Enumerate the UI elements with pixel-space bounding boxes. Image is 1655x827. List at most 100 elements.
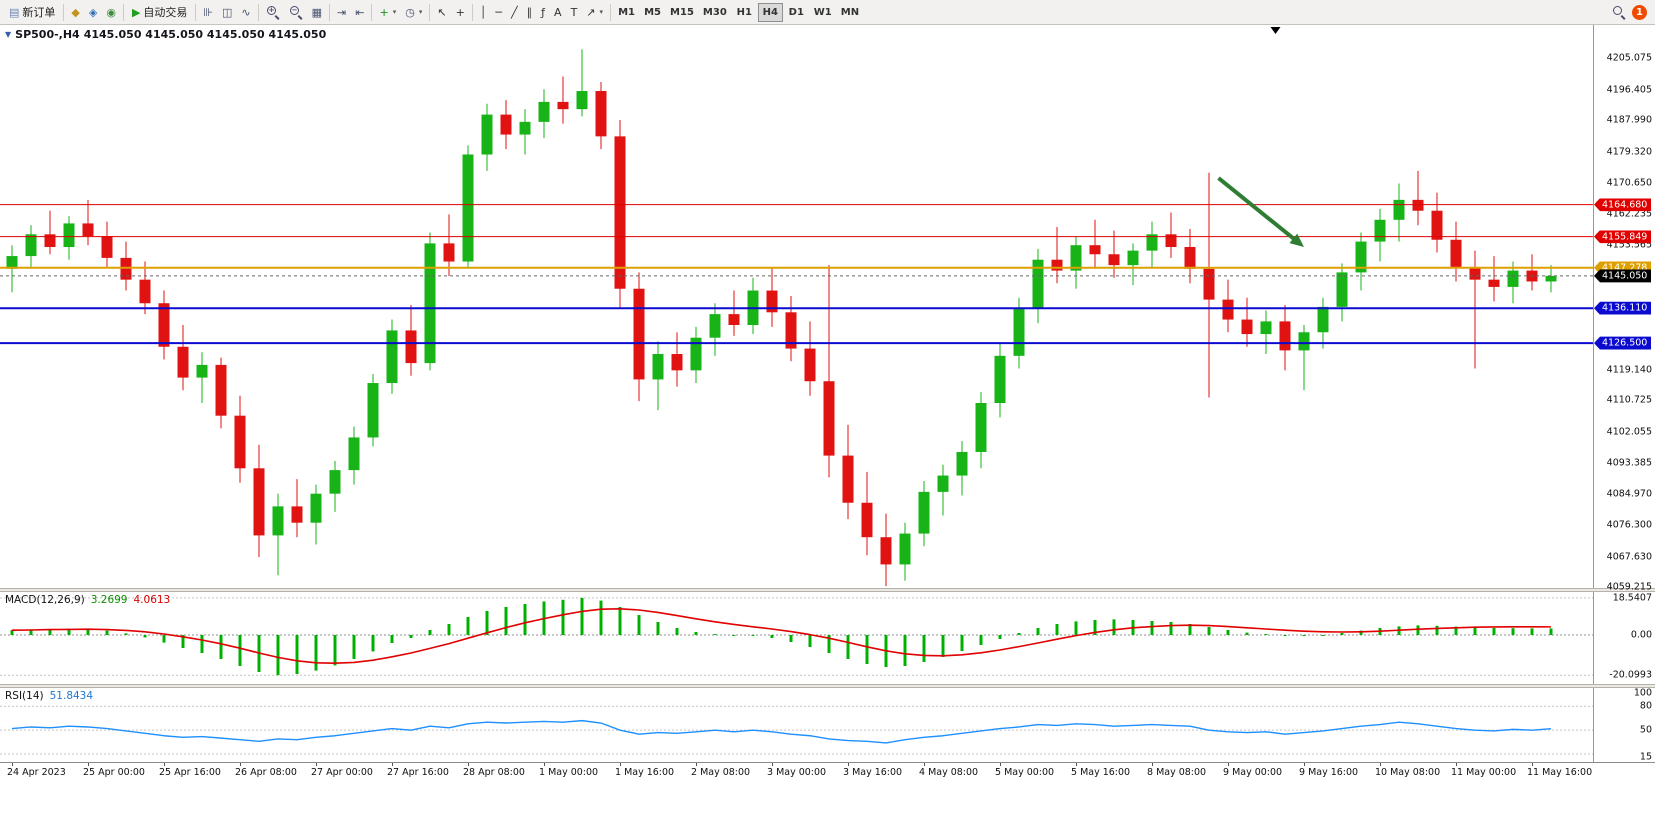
time-label: 27 Apr 00:00: [311, 767, 373, 778]
main-toolbar: ▤ 新订单 ◆ ◈ ◉ ▶ 自动交易 ⊪ ◫ ∿ + − ▦ ⇥ ⇤ + ▾ ◷ ▾ ↖ + │ ─ ╱ ∥…: [0, 0, 1655, 25]
vertical-line-icon: │: [479, 5, 487, 19]
rsi-axis-tick: 100: [1633, 687, 1652, 699]
time-axis[interactable]: 24 Apr 2023 25 Apr 00:00 25 Apr 16:00 26 Ap…: [0, 762, 1655, 780]
timeframe-m1[interactable]: M1: [614, 3, 639, 22]
timeframe-w1[interactable]: W1: [810, 3, 836, 22]
timeframe-m30[interactable]: M30: [699, 3, 731, 22]
equidistant-channel-button[interactable]: ∥: [523, 2, 537, 23]
rsi-plot: [0, 705, 1593, 755]
timeframe-d1[interactable]: D1: [784, 3, 809, 22]
search-button[interactable]: [1608, 2, 1630, 23]
time-tick: [164, 763, 165, 766]
trend-arrow-annotation[interactable]: [1217, 176, 1305, 248]
line-chart-button[interactable]: ∿: [237, 2, 254, 23]
timeframe-m5[interactable]: M5: [640, 3, 665, 22]
level-price-label: 4126.500: [1594, 336, 1652, 350]
period-selector-button[interactable]: ◷ ▾: [401, 2, 426, 23]
price-tick: 4102.055: [1606, 426, 1652, 438]
timeframe-h1[interactable]: H1: [732, 3, 757, 22]
chart-shift-button[interactable]: ⇤: [351, 2, 368, 23]
price-tick: 4205.075: [1606, 52, 1652, 64]
auto-scroll-button[interactable]: ⇥: [333, 2, 350, 23]
zoom-in-button[interactable]: +: [262, 2, 284, 23]
time-label: 25 Apr 16:00: [159, 767, 221, 778]
time-label: 27 Apr 16:00: [387, 767, 449, 778]
candles: [6, 49, 1557, 587]
new-order-label: 新订单: [22, 6, 56, 19]
scroll-marker-icon[interactable]: [1270, 27, 1281, 34]
bar-chart-button[interactable]: ⊪: [199, 2, 217, 23]
label-button[interactable]: T: [567, 2, 582, 23]
timeframe-group: M1 M5 M15 M30 H1 H4 D1 W1 MN: [614, 2, 863, 22]
toolbar-separator: [610, 3, 612, 21]
price-axis[interactable]: 4205.075 4196.405 4187.990 4179.320 4170.650…: [1593, 25, 1655, 593]
macd-main-value: 3.2699: [90, 594, 128, 606]
toolbar-separator: [122, 3, 124, 21]
time-label: 3 May 00:00: [767, 767, 827, 778]
arrow-objects-button[interactable]: ↗ ▾: [582, 2, 607, 23]
bottom-margin: [0, 780, 1655, 827]
fibonacci-button[interactable]: ƒ: [537, 2, 549, 23]
panel-separator[interactable]: [0, 588, 1655, 592]
time-tick: [316, 763, 317, 766]
chart-type-group: ⊪ ◫ ∿: [199, 2, 254, 23]
navigator-icon: ◉: [106, 5, 116, 19]
timeframe-m15[interactable]: M15: [666, 3, 698, 22]
time-tick: [848, 763, 849, 766]
window-icons-group: ◆ ◈ ◉: [67, 2, 120, 23]
macd-axis-tick: 18.5407: [1612, 592, 1652, 604]
cursor-button[interactable]: ↖: [433, 2, 450, 23]
vertical-line-button[interactable]: │: [476, 2, 491, 23]
new-order-button[interactable]: ▤ 新订单: [4, 2, 60, 23]
time-label: 9 May 16:00: [1299, 767, 1359, 778]
toolbar-separator: [471, 3, 473, 21]
notification-badge[interactable]: 1: [1632, 4, 1647, 20]
fibonacci-icon: ƒ: [541, 5, 546, 19]
tile-windows-button[interactable]: ▦: [308, 2, 326, 23]
panel-separator[interactable]: [0, 684, 1655, 688]
data-window-icon: ◈: [88, 5, 98, 19]
horizontal-line-button[interactable]: ─: [491, 2, 506, 23]
zoom-group: + − ▦: [262, 2, 326, 23]
line-chart-icon: ∿: [241, 5, 251, 19]
macd-label: MACD(12,26,9) 3.2699 4.0613: [5, 594, 170, 606]
price-tick: 4162.235: [1606, 208, 1652, 219]
level-price-label: 4164.680: [1594, 198, 1652, 212]
timeframe-h4[interactable]: H4: [757, 2, 783, 22]
new-chart-button[interactable]: + ▾: [375, 2, 400, 23]
horizontal-lines[interactable]: [0, 204, 1593, 345]
level-price-label: 4136.110: [1594, 301, 1652, 315]
time-tick: [924, 763, 925, 766]
rsi-axis: 100 80 50 15: [1593, 687, 1655, 763]
rsi-panel[interactable]: 100 80 50 15 RSI(14) 51.8434: [0, 687, 1655, 763]
macd-panel[interactable]: 18.5407 0.00 -20.0993 MACD(12,26,9) 3.2699…: [0, 592, 1655, 684]
data-window-button[interactable]: ◈: [85, 2, 101, 23]
time-label: 4 May 08:00: [919, 767, 979, 778]
crosshair-button[interactable]: +: [452, 2, 469, 23]
price-tick: 4076.300: [1606, 519, 1652, 531]
navigator-button[interactable]: ◉: [102, 2, 120, 23]
zoom-out-sign: −: [291, 6, 298, 14]
price-tick: 4119.140: [1606, 364, 1652, 376]
label-icon: T: [570, 5, 578, 19]
candlestick-chart-button[interactable]: ◫: [218, 2, 236, 23]
time-tick: [1076, 763, 1077, 766]
cursor-icon: ↖: [437, 5, 447, 19]
price-plot[interactable]: [0, 25, 1593, 588]
chart-ohlc-values: 4145.050 4145.050 4145.050 4145.050: [83, 28, 327, 41]
chart-shift-icon: ⇤: [355, 5, 365, 19]
time-label: 24 Apr 2023: [7, 767, 66, 778]
scroll-group: ⇥ ⇤: [333, 2, 368, 23]
period-selector-icon: ◷: [405, 5, 415, 19]
zoom-out-button[interactable]: −: [285, 2, 307, 23]
price-panel[interactable]: 4205.075 4196.405 4187.990 4179.320 4170.650…: [0, 25, 1655, 593]
text-button[interactable]: A: [550, 2, 566, 23]
market-watch-button[interactable]: ◆: [67, 2, 83, 23]
time-label: 9 May 00:00: [1223, 767, 1283, 778]
rsi-value: 51.8434: [49, 690, 94, 702]
timeframe-mn[interactable]: MN: [837, 3, 863, 22]
algo-trading-button[interactable]: ▶ 自动交易: [127, 2, 192, 23]
trendline-button[interactable]: ╱: [507, 2, 522, 23]
bar-chart-icon: ⊪: [203, 5, 214, 19]
current-price-label: 4145.050: [1594, 269, 1652, 283]
